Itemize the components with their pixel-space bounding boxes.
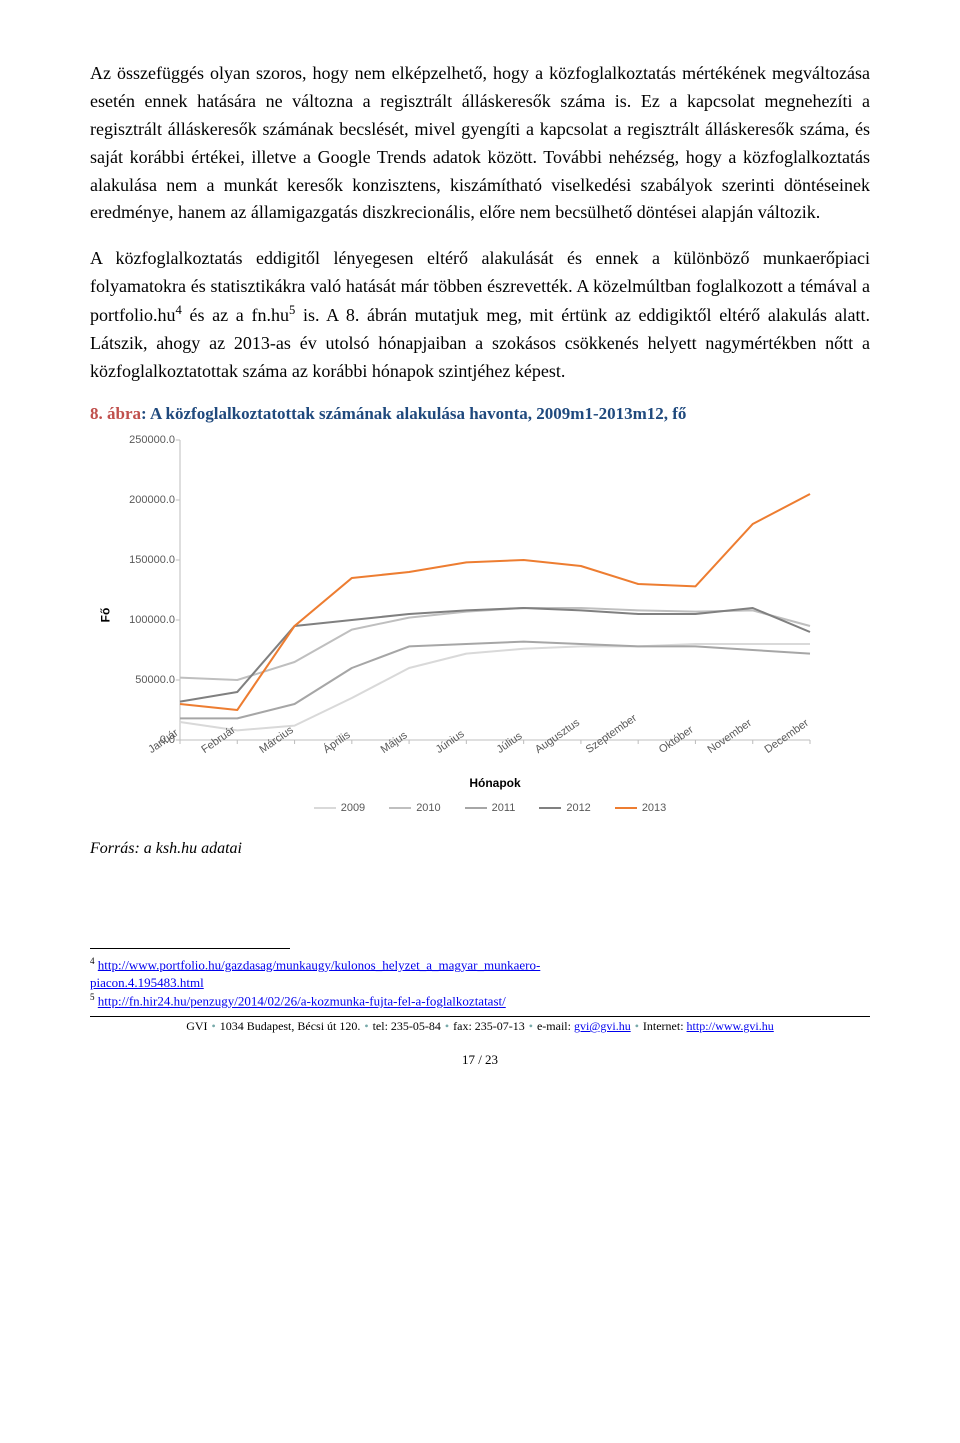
figure-number: 8. ábra [90, 404, 141, 423]
footer-url-link[interactable]: http://www.gvi.hu [687, 1019, 774, 1033]
chart-y-tick: 250000.0 [120, 434, 175, 446]
legend-swatch [539, 807, 561, 809]
paragraph-2: A közfoglalkoztatás eddigitől lényegesen… [90, 245, 870, 385]
legend-swatch [465, 807, 487, 809]
legend-item: 2012 [539, 802, 590, 814]
footnote-5-link[interactable]: http://fn.hir24.hu/penzugy/2014/02/26/a-… [98, 994, 506, 1009]
legend-swatch [314, 807, 336, 809]
chart-y-tick: 50000.0 [120, 674, 175, 686]
chart-legend: 2009 2010 2011 2012 2013 [170, 802, 810, 814]
footnote-5: 5 http://fn.hir24.hu/penzugy/2014/02/26/… [90, 991, 870, 1010]
footnote-5-num: 5 [90, 992, 95, 1002]
legend-item: 2011 [465, 802, 516, 814]
footer-email-label: e-mail: [537, 1019, 574, 1033]
footnote-4-link-b[interactable]: piacon.4.195483.html [90, 975, 204, 990]
chart-plot-area: Hónapok 0.050000.0100000.0150000.0200000… [180, 440, 810, 740]
footer-org: GVI [186, 1019, 207, 1033]
legend-swatch [389, 807, 411, 809]
line-chart: Fő Hónapok 0.050000.0100000.0150000.0200… [170, 440, 810, 790]
page-footer: GVI•1034 Budapest, Bécsi út 120.•tel: 23… [90, 1019, 870, 1034]
legend-label: 2009 [341, 802, 365, 814]
chart-x-axis-label: Hónapok [180, 776, 810, 790]
legend-label: 2010 [416, 802, 440, 814]
chart-y-axis-label: Fő [98, 607, 112, 622]
footer-address: 1034 Budapest, Bécsi út 120. [220, 1019, 361, 1033]
legend-item: 2010 [389, 802, 440, 814]
figure-caption: : A közfoglalkoztatottak számának alakul… [141, 404, 686, 423]
legend-label: 2013 [642, 802, 666, 814]
dot-icon: • [360, 1019, 372, 1033]
figure-source: Forrás: a ksh.hu adatai [90, 840, 870, 858]
legend-label: 2012 [566, 802, 590, 814]
footer-separator [90, 1016, 870, 1017]
legend-item: 2009 [314, 802, 365, 814]
legend-swatch [615, 807, 637, 809]
footer-tel: tel: 235-05-84 [373, 1019, 441, 1033]
page-number: 17 / 23 [90, 1052, 870, 1068]
legend-item: 2013 [615, 802, 666, 814]
footnote-4-num: 4 [90, 956, 95, 966]
legend-label: 2011 [492, 802, 516, 814]
dot-icon: • [208, 1019, 220, 1033]
dot-icon: • [631, 1019, 643, 1033]
footnote-4: 4 http://www.portfolio.hu/gazdasag/munka… [90, 955, 870, 991]
paragraph-2-run-b: és az a fn.hu [182, 305, 289, 325]
dot-icon: • [525, 1019, 537, 1033]
figure-title: 8. ábra: A közfoglalkoztatottak számának… [90, 404, 870, 424]
footer-url-label: Internet: [643, 1019, 687, 1033]
footnote-4-link-a[interactable]: http://www.portfolio.hu/gazdasag/munkaug… [98, 957, 541, 972]
chart-y-tick: 100000.0 [120, 614, 175, 626]
footer-fax: fax: 235-07-13 [453, 1019, 525, 1033]
dot-icon: • [441, 1019, 453, 1033]
paragraph-1: Az összefüggés olyan szoros, hogy nem el… [90, 60, 870, 227]
chart-y-tick: 200000.0 [120, 494, 175, 506]
chart-y-tick: 150000.0 [120, 554, 175, 566]
footnotes-separator [90, 948, 290, 949]
footer-email-link[interactable]: gvi@gvi.hu [574, 1019, 631, 1033]
chart-x-tick: Január [146, 727, 180, 756]
